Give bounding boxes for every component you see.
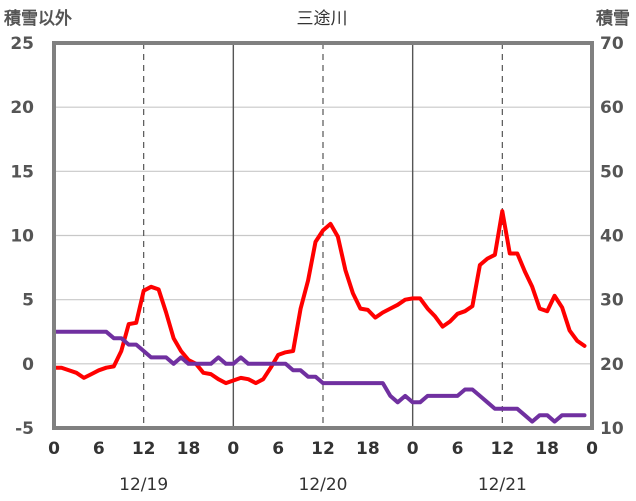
y-tick-label-left: 10 bbox=[10, 227, 34, 247]
date-label: 12/21 bbox=[478, 475, 527, 495]
y-tick-label-right: 60 bbox=[600, 98, 624, 118]
date-label: 12/19 bbox=[119, 475, 168, 495]
y-tick-label-left: 5 bbox=[22, 291, 34, 311]
y-tick-label-left: -5 bbox=[15, 419, 34, 439]
y-tick-label-right: 20 bbox=[600, 355, 624, 375]
y-axis-label-left: 積雪以外 bbox=[4, 8, 72, 29]
chart-title: 三途川 bbox=[297, 9, 348, 29]
date-label: 12/20 bbox=[299, 475, 348, 495]
y-tick-label-right: 10 bbox=[600, 419, 624, 439]
y-tick-label-left: 20 bbox=[10, 98, 34, 118]
x-tick-label: 18 bbox=[535, 439, 559, 459]
x-tick-label: 6 bbox=[93, 439, 105, 459]
series-line-2 bbox=[52, 329, 587, 424]
x-tick-label: 0 bbox=[48, 439, 60, 459]
x-tick-label: 18 bbox=[177, 439, 201, 459]
plot-frame bbox=[52, 41, 594, 430]
x-tick-label: 12 bbox=[132, 439, 156, 459]
x-tick-label: 0 bbox=[407, 439, 419, 459]
series-lines bbox=[52, 209, 587, 424]
x-tick-label: 0 bbox=[586, 439, 598, 459]
x-tick-label: 18 bbox=[356, 439, 380, 459]
x-tick-label: 12 bbox=[490, 439, 514, 459]
y-tick-label-left: 15 bbox=[10, 162, 34, 182]
y-axis-label-right: 積雪 bbox=[596, 8, 630, 29]
y-tick-label-right: 50 bbox=[600, 162, 624, 182]
y-tick-label-right: 30 bbox=[600, 291, 624, 311]
axis-labels: 積雪以外 三途川 積雪 bbox=[4, 8, 630, 29]
y-tick-label-left: 25 bbox=[10, 34, 34, 54]
y-tick-label-right: 70 bbox=[600, 34, 624, 54]
y-tick-label-right: 40 bbox=[600, 227, 624, 247]
x-tick-label: 12 bbox=[311, 439, 335, 459]
x-tick-label: 6 bbox=[272, 439, 284, 459]
x-tick-label: 6 bbox=[452, 439, 464, 459]
series-line-1 bbox=[52, 209, 587, 386]
grid-lines bbox=[54, 43, 592, 428]
y-tick-label-left: 0 bbox=[22, 355, 34, 375]
x-tick-label: 0 bbox=[227, 439, 239, 459]
